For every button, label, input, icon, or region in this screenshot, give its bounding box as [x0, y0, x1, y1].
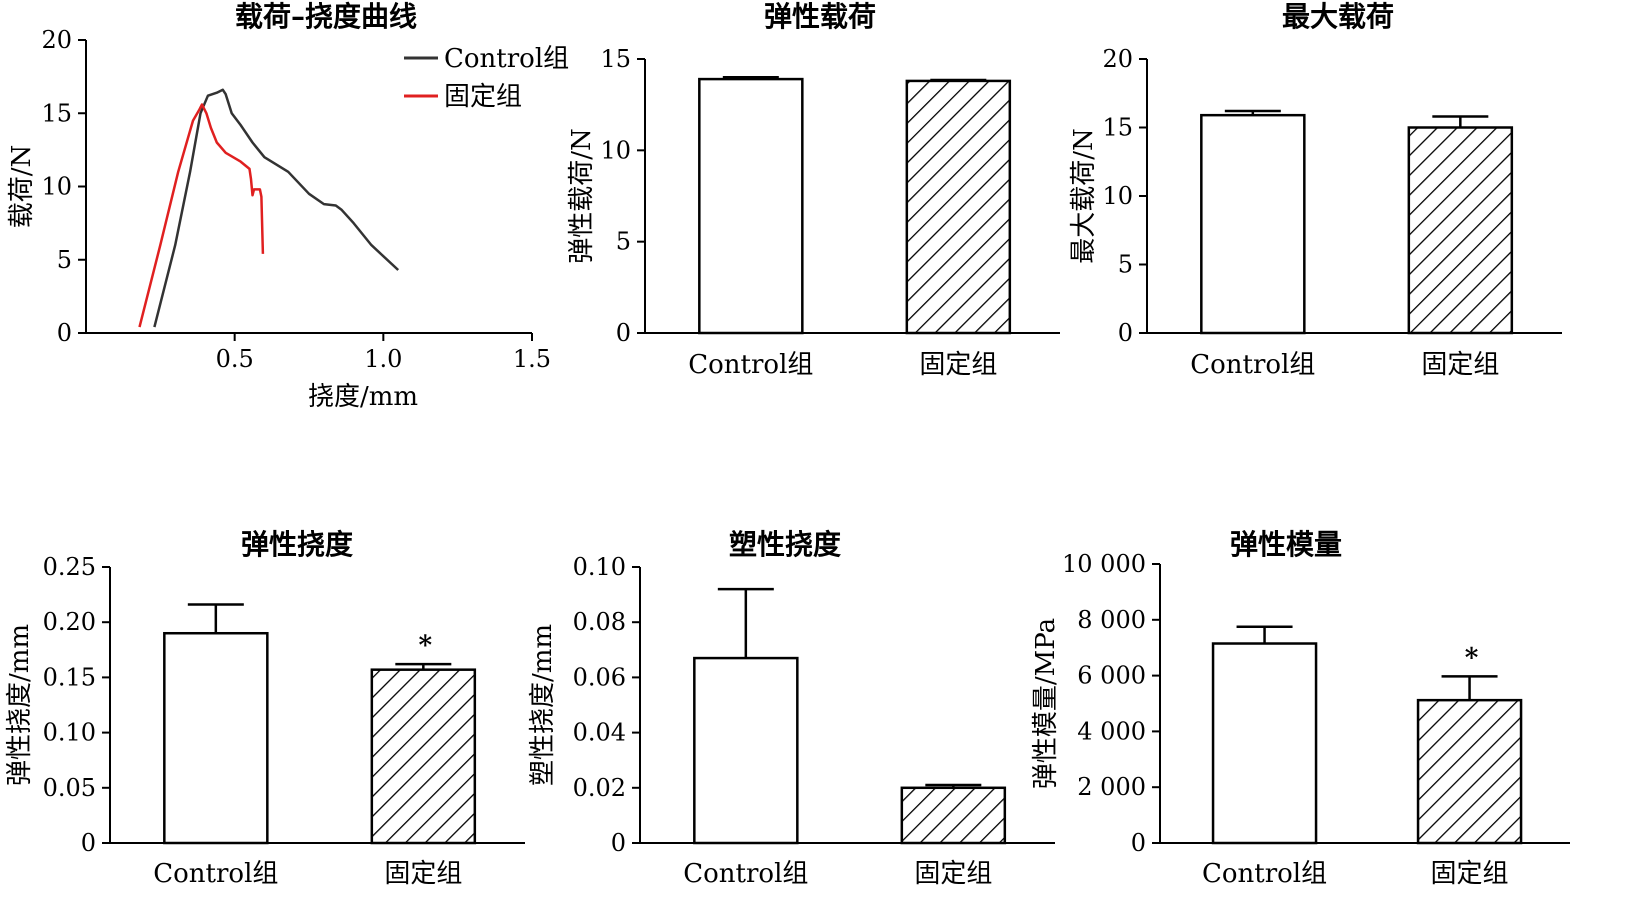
bar-0	[1211, 642, 1318, 845]
chart-title: 塑性挠度	[729, 528, 841, 561]
bar-0	[698, 77, 804, 335]
bar-1	[1407, 126, 1514, 335]
y-tick-label: 0.05	[43, 774, 96, 802]
panel-max_load: 最大载荷 0 5 10 15 20 最大载荷/N Control组 固定组	[1069, 0, 1562, 380]
y-tick-label: 20	[41, 26, 72, 54]
category-label-0: Control组	[1202, 859, 1327, 889]
y-tick-label: 6 000	[1077, 662, 1146, 690]
y-tick-label: 0	[1118, 319, 1133, 347]
chart-title: 弹性模量	[1230, 528, 1342, 561]
bar-1	[905, 79, 1012, 335]
panel-elastic_load: 弹性载荷 0 5 10 15 弹性载荷/N Control组 固定组	[567, 0, 1060, 380]
y-tick-label: 5	[616, 228, 631, 256]
category-label-1: 固定组	[1421, 350, 1499, 380]
y-tick-label: 0.08	[573, 608, 626, 636]
chart-title: 最大载荷	[1282, 0, 1394, 33]
y-axis-label: 塑性挠度/mm	[528, 624, 558, 786]
y-tick-label: 0	[57, 319, 72, 347]
y-tick-label: 15	[600, 45, 631, 73]
series-line-0	[153, 88, 400, 328]
y-tick-label: 15	[41, 99, 72, 127]
panel-plastic_deflection: 塑性挠度 0 0.02 0.04 0.06 0.08 0.10 塑性挠度/mm Control组…	[528, 528, 1055, 889]
panel-elastic_deflection: 弹性挠度 0 0.05 0.10 0.15 0.20 0.25 弹性挠度/mm Control组…	[5, 528, 525, 889]
y-tick-label: 10 000	[1062, 550, 1146, 578]
category-label-1: 固定组	[914, 859, 992, 889]
panel-elastic_modulus: 弹性模量 0 2 000 4 000 6 000 8 000 10 000 弹性模量/MPa C…	[1031, 528, 1570, 889]
y-tick-label: 10	[1102, 182, 1133, 210]
y-tick-label: 8 000	[1077, 606, 1146, 634]
x-axis-label: 挠度/mm	[308, 382, 418, 412]
y-tick-label: 0.06	[573, 663, 626, 691]
y-axis-label: 载荷/N	[7, 145, 37, 229]
y-tick-label: 0.25	[43, 553, 96, 581]
y-tick-label: 0.10	[573, 553, 626, 581]
bar-0	[693, 656, 799, 845]
y-tick-label: 0.20	[43, 608, 96, 636]
category-label-0: Control组	[683, 859, 808, 889]
category-label-0: Control组	[688, 350, 813, 380]
y-axis-label: 弹性模量/MPa	[1031, 618, 1061, 789]
y-axis-label: 最大载荷/N	[1069, 128, 1099, 264]
y-axis-label: 弹性载荷/N	[567, 128, 597, 264]
y-tick-label: 10	[600, 136, 631, 164]
y-tick-label: 20	[1102, 45, 1133, 73]
category-label-1: 固定组	[1431, 859, 1509, 889]
chart-title: 载荷–挠度曲线	[235, 0, 417, 33]
bar-0	[1200, 113, 1306, 335]
category-label-0: Control组	[1190, 350, 1315, 380]
chart-title: 弹性挠度	[241, 528, 353, 561]
bar-1	[370, 668, 477, 845]
series-line-1	[138, 103, 265, 328]
bar-1	[1416, 698, 1523, 845]
y-tick-label: 10	[41, 173, 72, 201]
y-tick-label: 4 000	[1077, 717, 1146, 745]
category-label-1: 固定组	[919, 350, 997, 380]
y-tick-label: 15	[1102, 114, 1133, 142]
significance-marker: *	[419, 631, 433, 661]
y-tick-label: 0.15	[43, 663, 96, 691]
y-tick-label: 0.02	[573, 774, 626, 802]
y-tick-label: 2 000	[1077, 773, 1146, 801]
x-tick-label: 1.5	[513, 345, 551, 373]
y-tick-label: 0.10	[43, 719, 96, 747]
panel-curve: 载荷–挠度曲线 0 5 10 15 20 载荷/N 0.5 1.0 1.5 挠度/mm Control…	[7, 0, 569, 412]
x-tick-label: 0.5	[216, 345, 254, 373]
bar-0	[163, 631, 269, 845]
y-tick-label: 5	[57, 246, 72, 274]
y-tick-label: 0	[1131, 829, 1146, 857]
bar-1	[900, 786, 1007, 845]
category-label-1: 固定组	[384, 859, 462, 889]
chart-title: 弹性载荷	[764, 0, 876, 33]
legend-label-0: Control组	[444, 44, 569, 74]
y-tick-label: 0	[611, 829, 626, 857]
y-tick-label: 0.04	[573, 719, 626, 747]
significance-marker: *	[1465, 643, 1479, 673]
y-tick-label: 5	[1118, 251, 1133, 279]
legend-label-1: 固定组	[444, 82, 522, 112]
y-tick-label: 0	[616, 319, 631, 347]
x-tick-label: 1.0	[364, 345, 402, 373]
y-axis-label: 弹性挠度/mm	[5, 624, 35, 786]
category-label-0: Control组	[153, 859, 278, 889]
y-tick-label: 0	[81, 829, 96, 857]
